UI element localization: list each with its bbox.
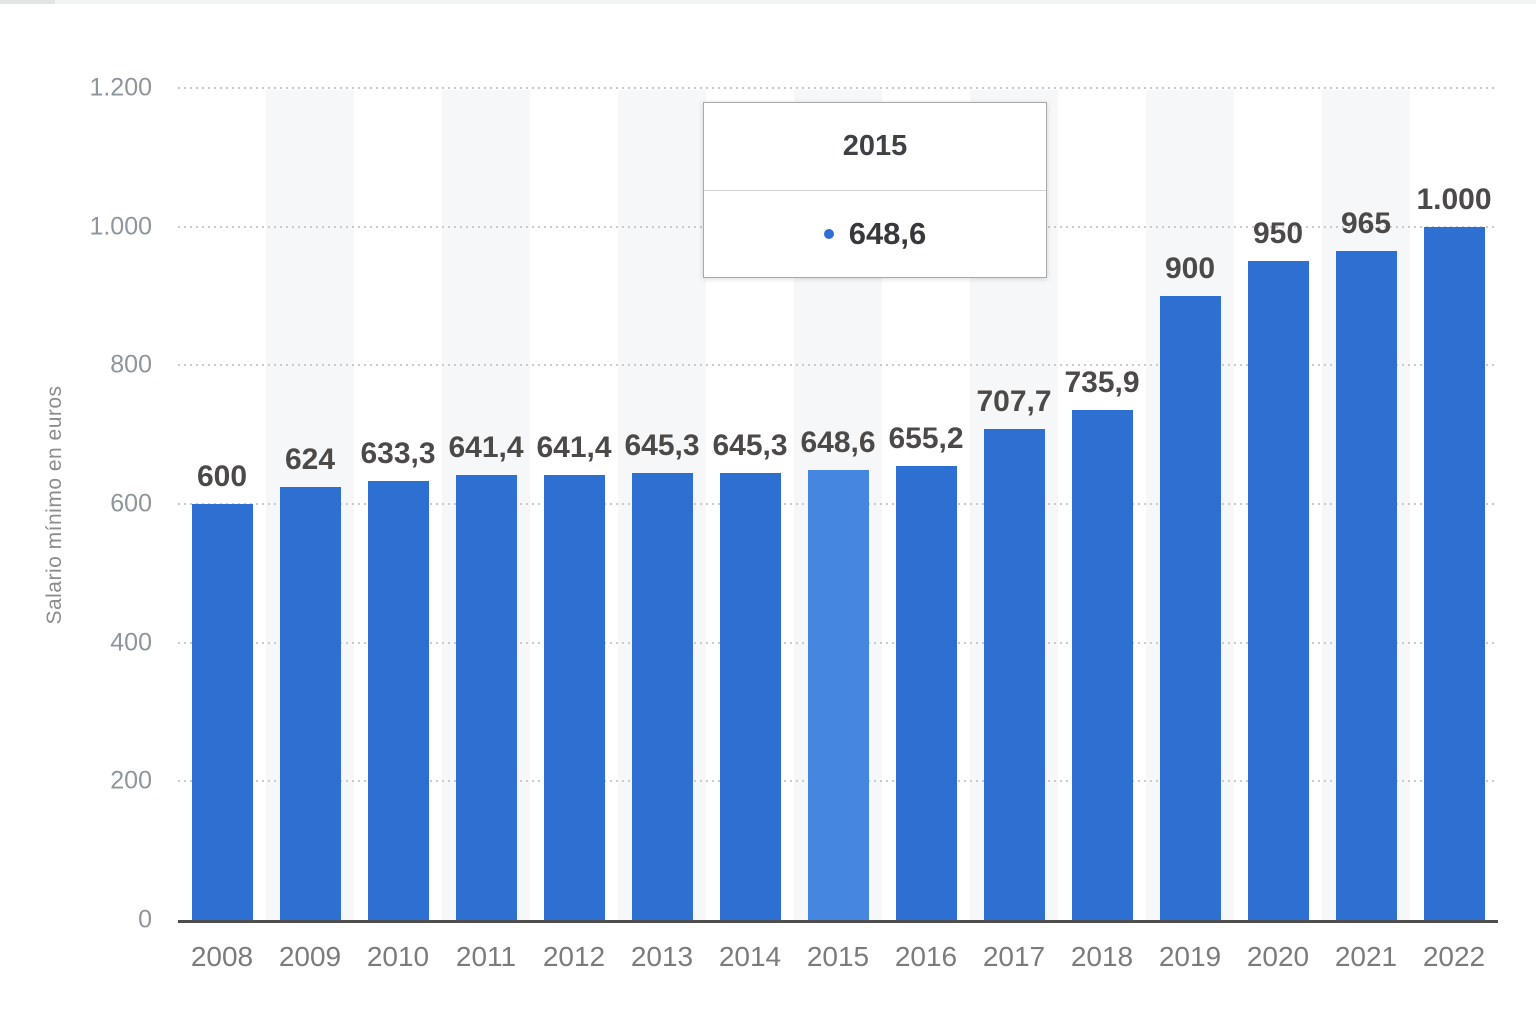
series-marker-dot-icon — [823, 229, 834, 239]
value-label-2010: 633,3 — [360, 436, 436, 470]
value-label-2017: 707,7 — [976, 385, 1052, 419]
y-tick-1.200: 1.200 — [89, 73, 152, 102]
bar-2019[interactable] — [1159, 296, 1221, 920]
bar-2022[interactable] — [1423, 226, 1485, 920]
bar-2020[interactable] — [1247, 261, 1309, 920]
tooltip-value: 648,6 — [848, 216, 927, 251]
value-label-2021: 965 — [1340, 206, 1392, 240]
y-tick-600: 600 — [110, 489, 152, 518]
bar-2015[interactable] — [807, 470, 869, 920]
tooltip: 2015 648,6 — [703, 102, 1047, 278]
x-tick-2013: 2013 — [630, 941, 694, 972]
value-label-2022: 1.000 — [1416, 182, 1492, 216]
y-tick-200: 200 — [110, 766, 152, 795]
x-tick-2010: 2010 — [366, 941, 430, 972]
gridline-800 — [178, 364, 1498, 367]
bar-2008[interactable] — [191, 504, 253, 920]
value-label-2009: 624 — [284, 443, 336, 477]
x-tick-2017: 2017 — [982, 941, 1046, 972]
value-label-2011: 641,4 — [448, 431, 524, 465]
value-label-2013: 645,3 — [624, 428, 700, 462]
bar-2018[interactable] — [1071, 409, 1133, 920]
x-tick-2020: 2020 — [1246, 941, 1310, 972]
bar-2012[interactable] — [543, 475, 605, 920]
x-tick-2012: 2012 — [542, 941, 606, 972]
x-axis-line — [178, 920, 1498, 923]
tooltip-body: 648,6 — [704, 191, 1046, 277]
x-tick-2008: 2008 — [190, 941, 254, 972]
tooltip-title: 2015 — [704, 103, 1046, 191]
x-tick-2018: 2018 — [1070, 941, 1134, 972]
y-tick-1.000: 1.000 — [89, 212, 152, 241]
value-label-2012: 641,4 — [536, 431, 612, 465]
value-label-2018: 735,9 — [1064, 365, 1140, 399]
bar-2011[interactable] — [455, 475, 517, 920]
bar-2014[interactable] — [719, 472, 781, 920]
x-tick-2016: 2016 — [894, 941, 958, 972]
gridline-1.200 — [178, 87, 1498, 89]
bar-2021[interactable] — [1335, 250, 1397, 920]
top-strip-left-segment — [0, 0, 55, 4]
x-tick-2021: 2021 — [1334, 941, 1398, 972]
value-label-2015: 648,6 — [800, 426, 876, 460]
bar-2009[interactable] — [279, 487, 341, 920]
top-strip — [0, 0, 1536, 4]
x-tick-2022: 2022 — [1422, 941, 1486, 972]
value-label-2020: 950 — [1252, 217, 1304, 251]
y-tick-0: 0 — [138, 905, 152, 934]
value-label-2008: 600 — [196, 460, 248, 493]
y-tick-400: 400 — [110, 628, 152, 657]
bar-2017[interactable] — [983, 429, 1045, 920]
bar-2013[interactable] — [631, 472, 693, 920]
bar-2010[interactable] — [367, 480, 429, 920]
bar-2016[interactable] — [895, 465, 957, 920]
x-tick-2009: 2009 — [278, 941, 342, 972]
value-label-2016: 655,2 — [888, 421, 964, 455]
x-tick-2011: 2011 — [455, 941, 517, 972]
x-tick-2014: 2014 — [718, 941, 782, 972]
y-tick-800: 800 — [110, 350, 152, 379]
x-tick-2015: 2015 — [806, 941, 870, 972]
x-tick-2019: 2019 — [1158, 941, 1222, 972]
value-label-2019: 900 — [1164, 252, 1216, 285]
value-label-2014: 645,3 — [712, 428, 788, 462]
